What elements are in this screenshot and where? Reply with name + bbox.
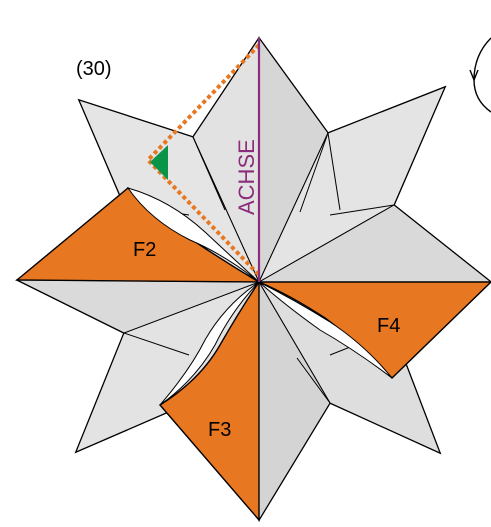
flap-f4-label: F4: [377, 315, 400, 337]
flap-f3: [158, 279, 260, 522]
rotate-arrow-icon: [469, 37, 491, 113]
fold-hint-dotted: [145, 43, 261, 277]
flap-f3-shape: [158, 279, 260, 522]
axis-label: ACHSE: [234, 139, 259, 215]
flap-f3-label: F3: [208, 419, 231, 441]
flap-f3-curl: [159, 281, 260, 406]
flap-f2: [15, 187, 262, 283]
flap-f4: [258, 281, 491, 379]
flap-f4-curl: [258, 281, 393, 379]
flap-f2-label: F2: [133, 239, 156, 261]
triangle-marker-icon: [150, 145, 168, 180]
step-number: (30): [76, 58, 112, 80]
